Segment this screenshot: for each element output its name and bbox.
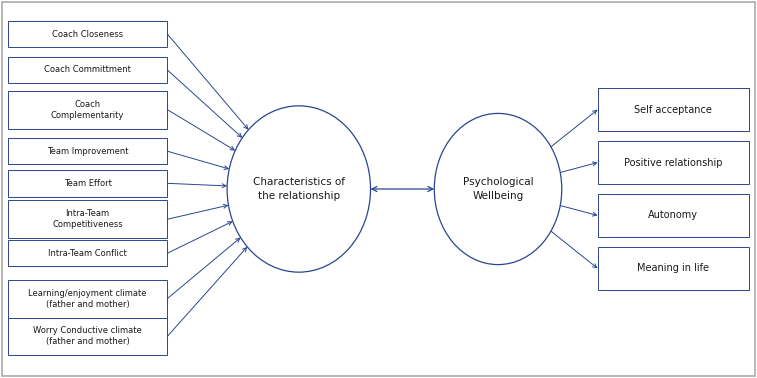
- FancyBboxPatch shape: [597, 88, 749, 131]
- Text: Meaning in life: Meaning in life: [637, 263, 709, 273]
- FancyBboxPatch shape: [8, 91, 167, 129]
- Text: Team Improvement: Team Improvement: [47, 147, 129, 156]
- Text: Team Effort: Team Effort: [64, 179, 111, 188]
- Text: Self acceptance: Self acceptance: [634, 105, 712, 115]
- Text: Coach Committment: Coach Committment: [44, 65, 131, 74]
- FancyBboxPatch shape: [8, 138, 167, 164]
- FancyBboxPatch shape: [597, 247, 749, 290]
- FancyBboxPatch shape: [8, 21, 167, 47]
- Ellipse shape: [227, 106, 370, 272]
- Text: Coach
Complementarity: Coach Complementarity: [51, 99, 124, 120]
- Text: Autonomy: Autonomy: [648, 211, 698, 220]
- Text: Worry Conductive climate
(father and mother): Worry Conductive climate (father and mot…: [33, 326, 142, 347]
- Text: Intra-Team Conflict: Intra-Team Conflict: [48, 249, 127, 258]
- FancyBboxPatch shape: [8, 318, 167, 355]
- Ellipse shape: [435, 113, 562, 265]
- Text: Intra-Team
Competitiveness: Intra-Team Competitiveness: [52, 209, 123, 229]
- FancyBboxPatch shape: [8, 240, 167, 266]
- Text: Psychological
Wellbeing: Psychological Wellbeing: [463, 177, 534, 201]
- Text: Positive relationship: Positive relationship: [624, 158, 723, 167]
- Text: Learning/enjoyment climate
(father and mother): Learning/enjoyment climate (father and m…: [29, 288, 147, 309]
- Text: Coach Closeness: Coach Closeness: [52, 29, 123, 39]
- FancyBboxPatch shape: [8, 200, 167, 238]
- FancyBboxPatch shape: [8, 170, 167, 197]
- FancyBboxPatch shape: [597, 141, 749, 184]
- FancyBboxPatch shape: [8, 280, 167, 318]
- FancyBboxPatch shape: [8, 57, 167, 83]
- FancyBboxPatch shape: [597, 194, 749, 237]
- Text: Characteristics of
the relationship: Characteristics of the relationship: [253, 177, 345, 201]
